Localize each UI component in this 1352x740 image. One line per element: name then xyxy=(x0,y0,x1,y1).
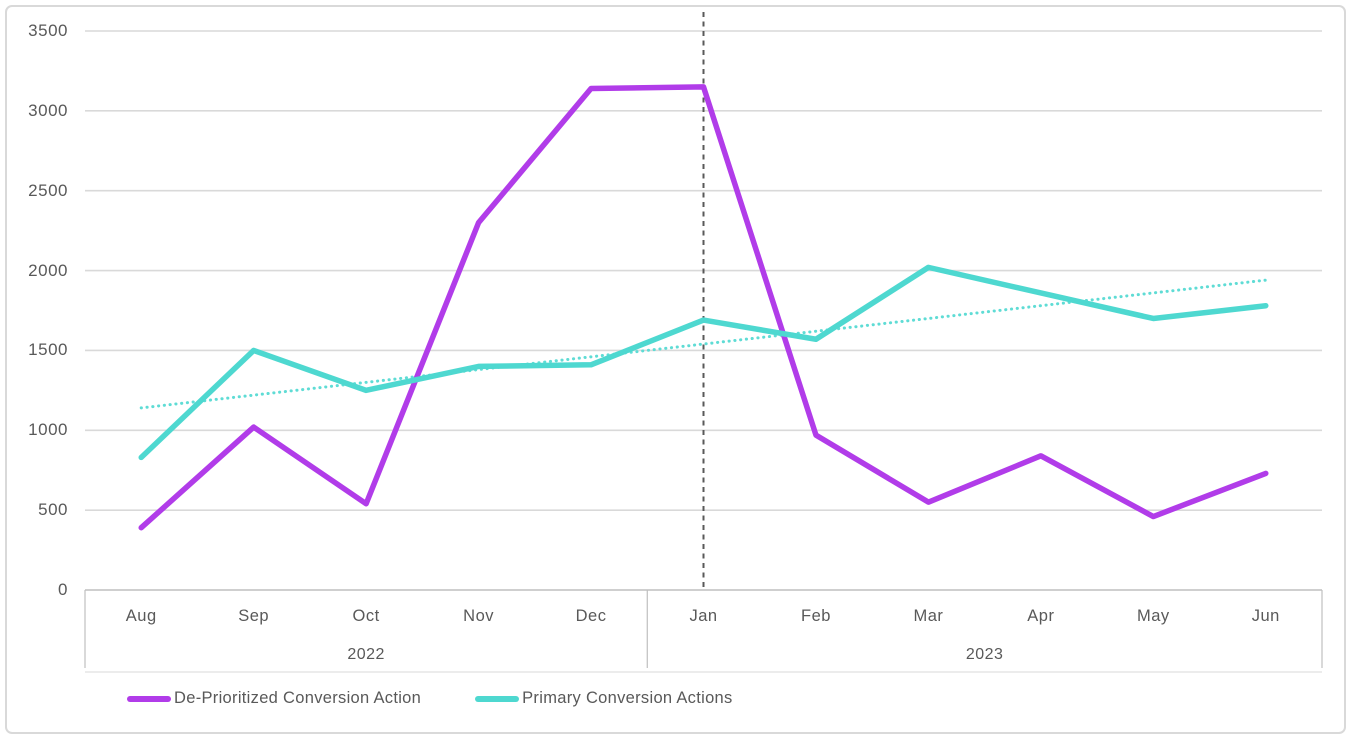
x-tick-label-dec: Dec xyxy=(575,607,607,625)
x-tick-label-oct: Oct xyxy=(352,607,380,625)
x-tick-label-mar: Mar xyxy=(913,607,944,625)
y-tick-label: 0 xyxy=(58,580,68,599)
y-tick-label: 2500 xyxy=(28,180,68,200)
chart-card xyxy=(5,5,1346,734)
y-tick-label: 3500 xyxy=(28,21,68,40)
legend-swatch-teal xyxy=(475,695,520,702)
y-tick-label: 2000 xyxy=(28,260,68,280)
legend-label: De-Prioritized Conversion Action xyxy=(174,689,422,707)
legend-item-deprioritized: De-Prioritized Conversion Action xyxy=(127,689,421,708)
x-tick-label-sep: Sep xyxy=(238,607,270,625)
series-line-deprioritized xyxy=(138,84,1269,531)
y-tick-label: 1500 xyxy=(28,340,68,360)
y-tick-label: 1000 xyxy=(28,420,68,440)
year-group-label-2023: 2023 xyxy=(965,646,1004,663)
x-tick-label-nov: Nov xyxy=(463,607,494,625)
x-tick-label-jun: Jun xyxy=(1251,607,1280,625)
x-tick-label-aug: Aug xyxy=(125,607,157,625)
series-line-primary xyxy=(138,264,1269,461)
y-tick-label: 3000 xyxy=(28,100,68,120)
x-tick-label-may: May xyxy=(1136,607,1170,625)
year-group-label-2022: 2022 xyxy=(347,646,385,663)
legend-item-primary: Primary Conversion Actions xyxy=(475,689,732,708)
x-tick-label-jan: Jan xyxy=(689,607,718,625)
legend-swatch-purple xyxy=(127,695,171,702)
x-tick-label-feb: Feb xyxy=(800,607,831,625)
legend-label: Primary Conversion Actions xyxy=(522,689,733,707)
chart-legend: De-Prioritized Conversion Action Primary… xyxy=(127,689,733,708)
y-tick-label: 500 xyxy=(38,500,68,520)
x-tick-label-apr: Apr xyxy=(1027,607,1055,625)
